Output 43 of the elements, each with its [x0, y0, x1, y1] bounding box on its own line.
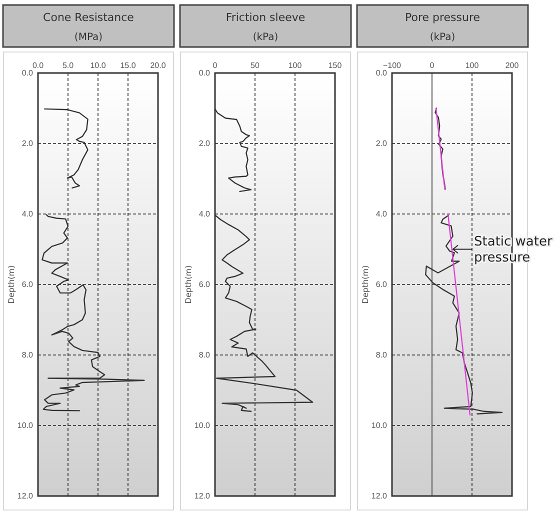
y-tick-label: 0.0 — [198, 68, 211, 78]
y-tick-label: 2.0 — [22, 139, 34, 148]
x-tick-label: 50 — [250, 61, 260, 70]
x-tick-label: 0.0 — [32, 61, 44, 70]
x-tick-label: 150 — [328, 61, 342, 70]
x-tick-label: −100 — [382, 61, 402, 70]
y-tick-label: 8.0 — [198, 350, 211, 360]
x-tick-label: 15.0 — [120, 61, 136, 70]
x-tick-label: 100 — [465, 61, 480, 70]
y-tick-label: 0.0 — [376, 68, 388, 78]
x-tick-label: 10.0 — [90, 61, 106, 70]
y-tick-label: 10.0 — [194, 421, 211, 430]
y-tick-label: 10.0 — [371, 421, 388, 430]
y-tick-label: 8.0 — [22, 350, 34, 360]
y-tick-label: 2.0 — [376, 139, 388, 148]
y-tick-label: 4.0 — [198, 210, 211, 219]
chart-title: Friction sleeve — [226, 11, 306, 24]
y-axis-title: Depth(m) — [7, 265, 16, 304]
y-tick-label: 0.0 — [22, 68, 34, 78]
x-axis-title: (kPa) — [430, 32, 456, 43]
y-tick-label: 12.0 — [371, 492, 388, 501]
chart-title: Cone Resistance — [43, 11, 134, 24]
y-tick-label: 6.0 — [22, 280, 34, 290]
y-axis-title: Depth(m) — [361, 265, 370, 304]
y-tick-label: 2.0 — [198, 139, 211, 148]
x-tick-label: 5.0 — [62, 61, 74, 70]
x-tick-label: 100 — [288, 61, 302, 70]
y-tick-label: 4.0 — [376, 210, 388, 219]
y-tick-label: 12.0 — [17, 492, 34, 501]
y-tick-label: 12.0 — [194, 492, 211, 501]
x-tick-label: 0 — [212, 61, 218, 70]
chart-title: Pore pressure — [404, 11, 480, 24]
y-axis-title: Depth(m) — [184, 265, 193, 304]
y-tick-label: 6.0 — [376, 280, 388, 290]
x-tick-label: 200 — [505, 61, 520, 70]
x-tick-label: 20.0 — [150, 61, 166, 70]
y-tick-label: 10.0 — [17, 421, 34, 430]
y-tick-label: 8.0 — [376, 350, 388, 360]
y-tick-label: 6.0 — [198, 280, 211, 290]
x-axis-title: (kPa) — [252, 32, 278, 43]
x-tick-label: 0 — [430, 61, 435, 70]
x-axis-title: (MPa) — [74, 32, 103, 43]
y-tick-label: 4.0 — [22, 210, 34, 219]
